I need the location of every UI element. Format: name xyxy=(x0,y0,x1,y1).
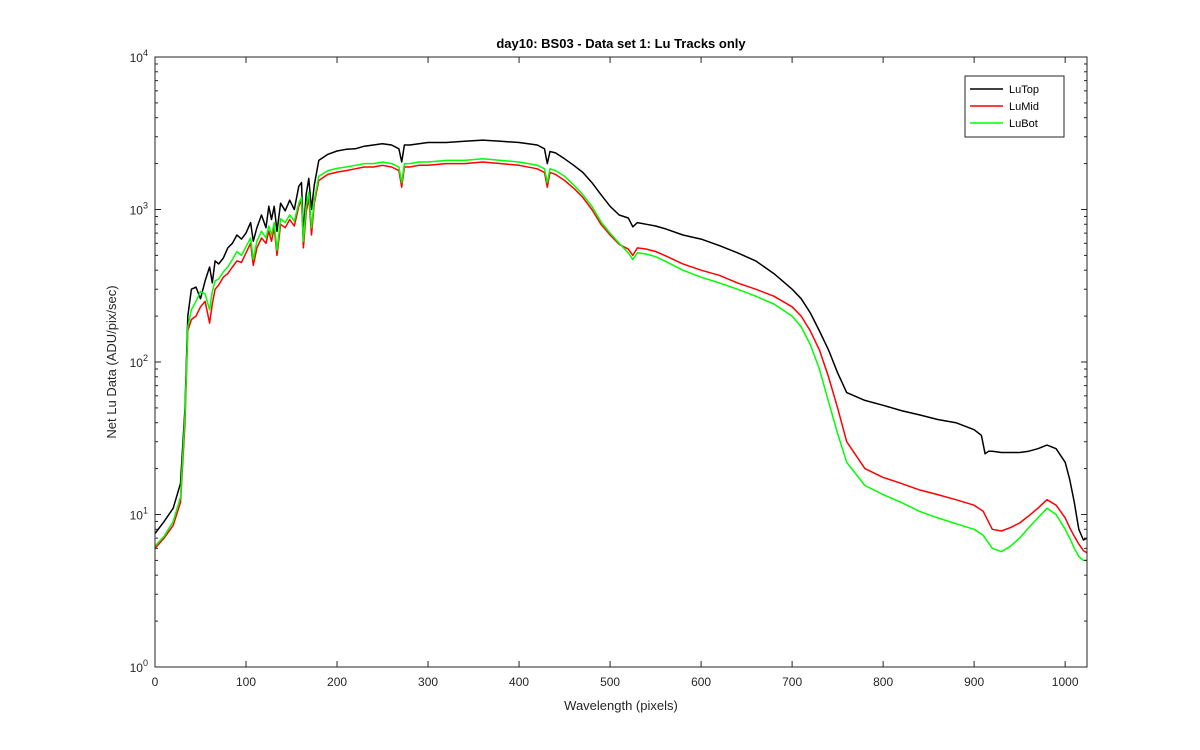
x-tick-labels: 0 100 200 300 400 500 600 700 800 900 1000 xyxy=(152,675,1079,689)
x-tick-label: 400 xyxy=(509,675,529,689)
legend-label-lubot: LuBot xyxy=(1009,118,1038,130)
x-tick-label: 700 xyxy=(782,675,802,689)
legend-label-lumid: LuMid xyxy=(1009,101,1039,113)
x-axis-label: Wavelength (pixels) xyxy=(564,698,678,713)
series-line-lutop xyxy=(155,139,1087,541)
y-tick-label: 104 xyxy=(130,48,148,65)
legend: LuTop LuMid LuBot xyxy=(964,75,1065,138)
series-line-lumid xyxy=(155,161,1087,554)
y-tick-label: 101 xyxy=(130,506,148,523)
x-tick-label: 900 xyxy=(964,675,984,689)
x-tick-label: 300 xyxy=(418,675,438,689)
plot-lines xyxy=(155,139,1087,562)
x-tick-label: 600 xyxy=(691,675,711,689)
y-tick-labels: 100 101 102 103 104 xyxy=(130,48,148,675)
legend-label-lutop: LuTop xyxy=(1009,84,1039,96)
y-axis-label: Net Lu Data (ADU/pix/sec) xyxy=(104,285,119,438)
x-tick-label: 500 xyxy=(600,675,620,689)
y-tick-label: 103 xyxy=(130,201,148,218)
series-line-lubot xyxy=(155,158,1087,562)
x-tick-label: 800 xyxy=(873,675,893,689)
x-tick-label: 0 xyxy=(152,675,159,689)
x-tick-label: 100 xyxy=(236,675,256,689)
chart-title: day10: BS03 - Data set 1: Lu Tracks only xyxy=(496,36,746,51)
y-tick-label: 100 xyxy=(130,658,148,675)
y-tick-label: 102 xyxy=(130,353,148,370)
x-tick-label: 200 xyxy=(327,675,347,689)
x-tick-label: 1000 xyxy=(1052,675,1079,689)
axis-ticks xyxy=(154,56,1087,668)
